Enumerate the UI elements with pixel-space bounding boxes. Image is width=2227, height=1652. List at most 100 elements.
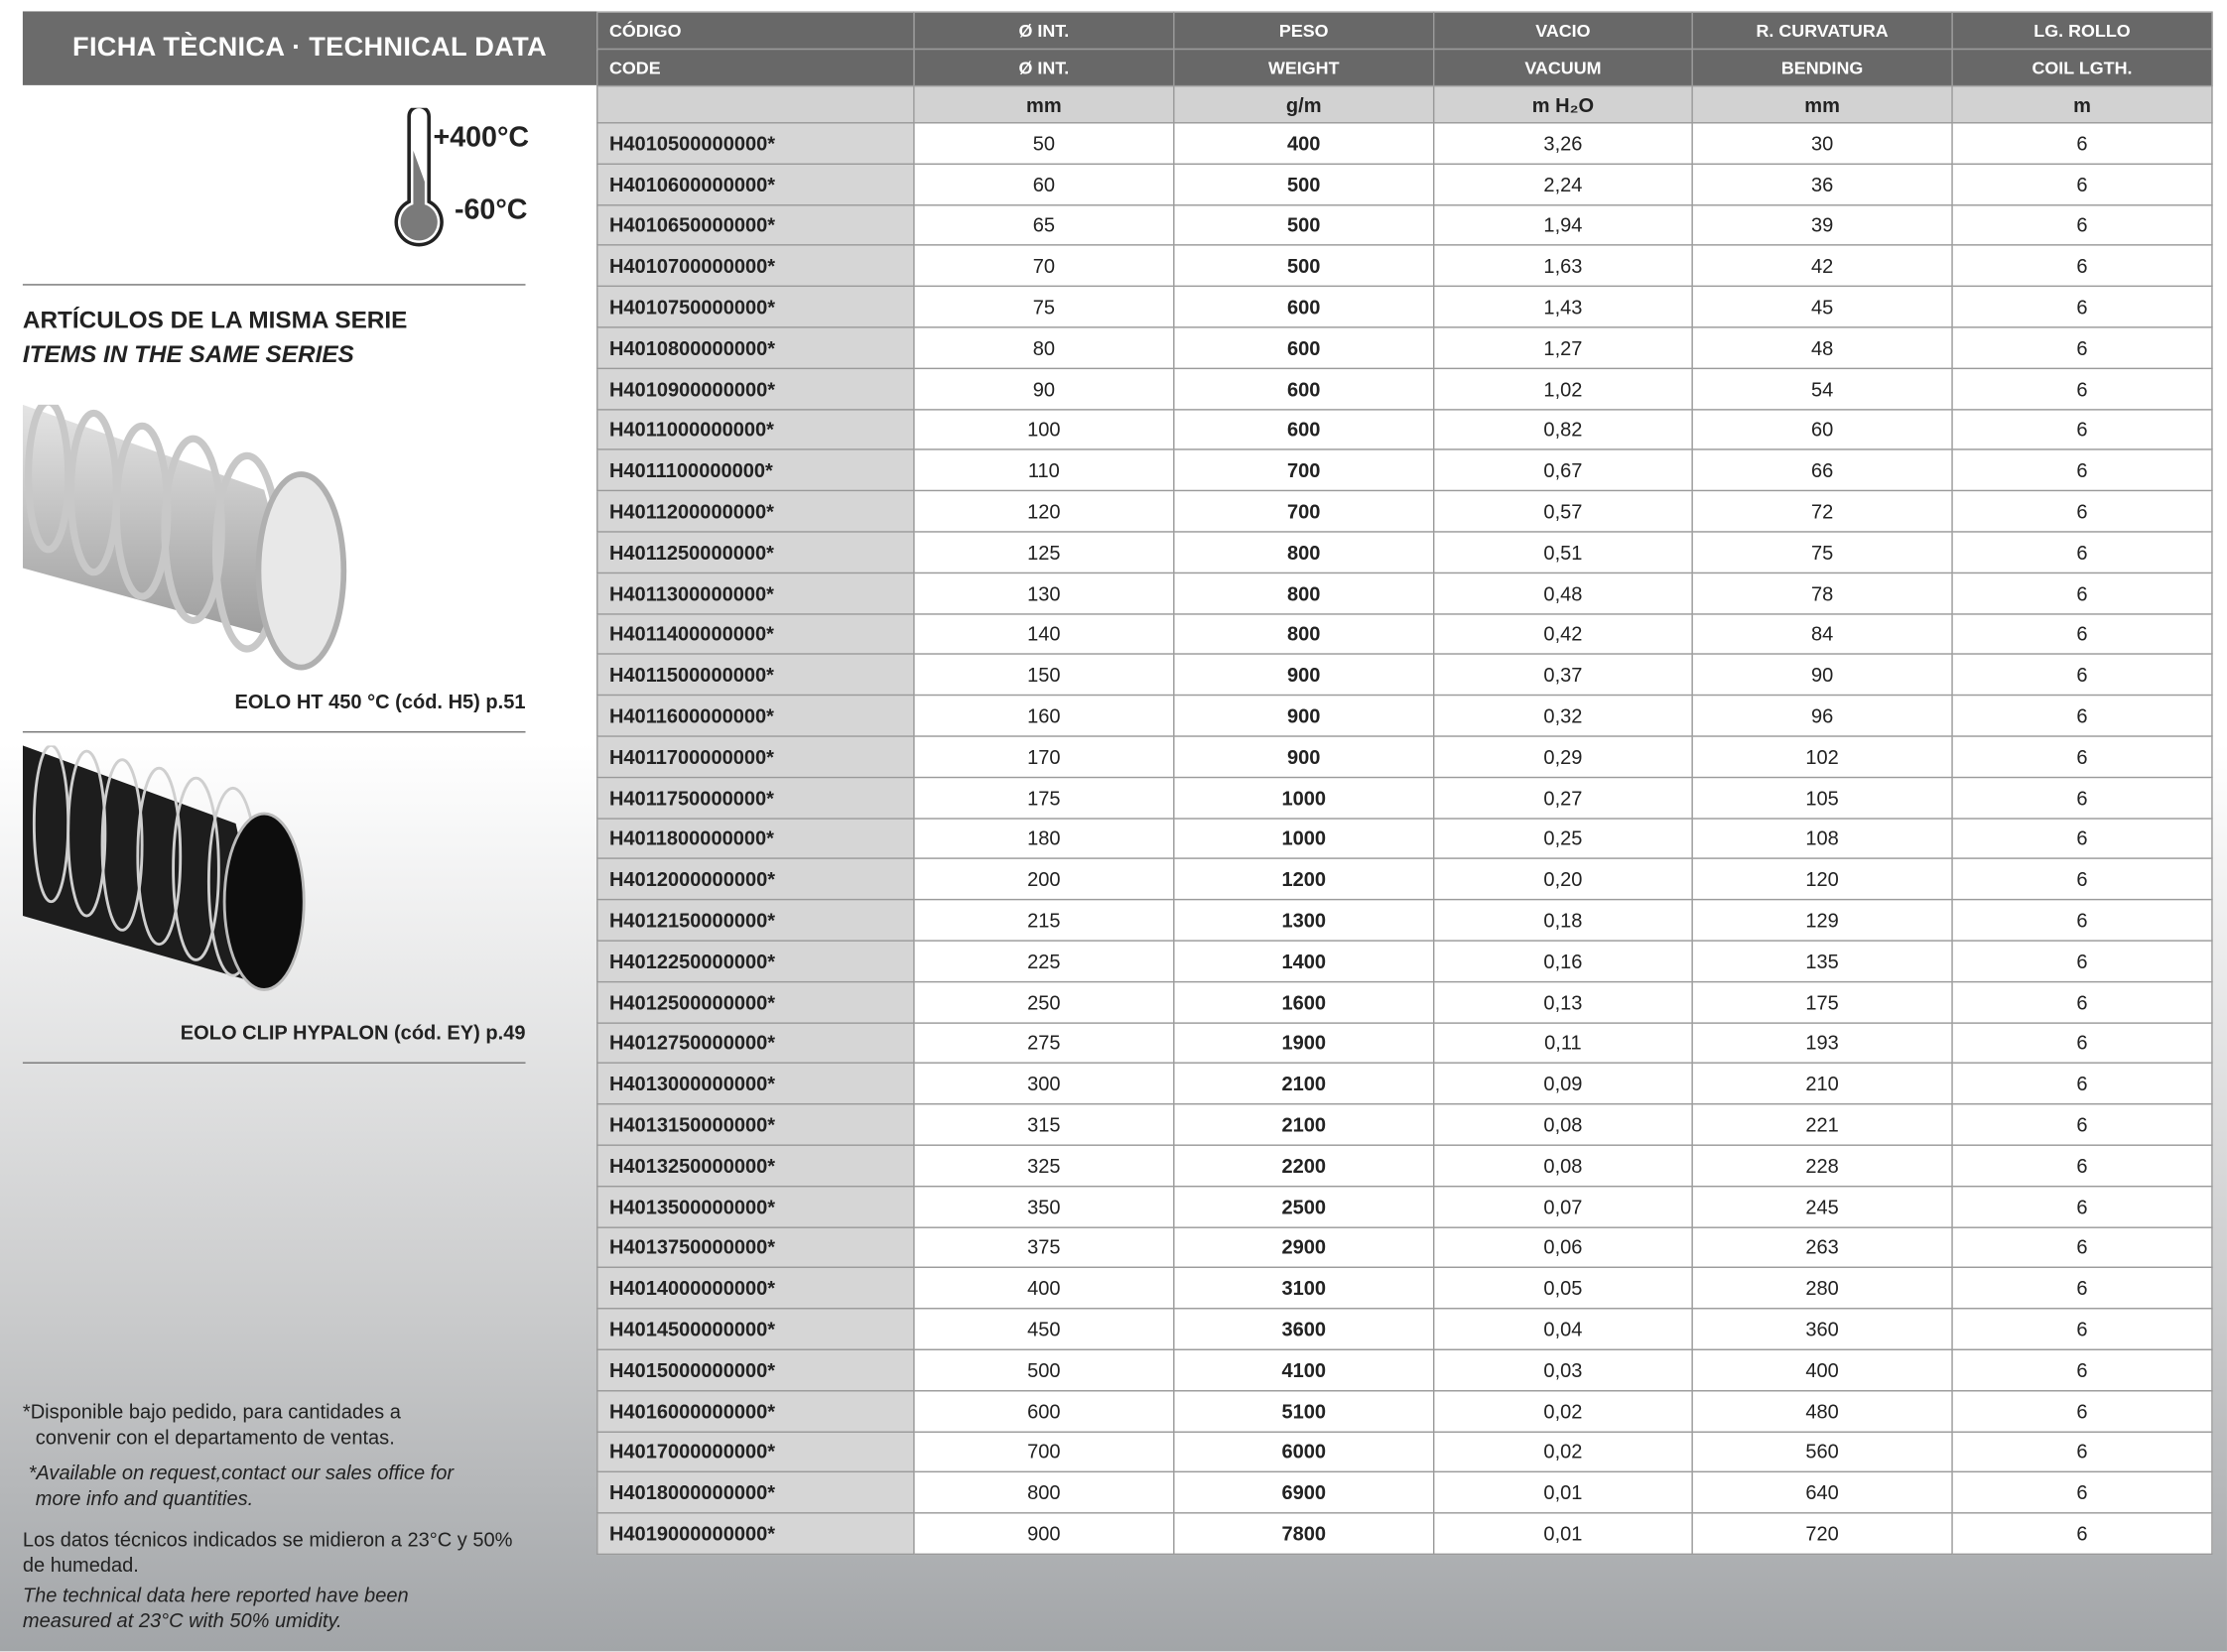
sheet-title: FICHA TÈCNICA · TECHNICAL DATA [22,11,597,85]
note: Los datos técnicos indicados se midieron… [22,1527,513,1577]
product-code: H4013750000000* [596,1225,915,1269]
units-cell [596,84,915,124]
data-row: H4013500000000* 350 2500 0,07 245 6 [596,1185,2213,1228]
product-code: H4013500000000* [596,1185,915,1228]
cell: 0,13 [1432,980,1693,1024]
cell: 600 [1173,367,1435,410]
cell: 450 [913,1308,1175,1350]
cell: 360 [1691,1308,1953,1350]
cell: 215 [913,899,1175,942]
cell: 6 [1951,1185,2213,1228]
product-code: H4011300000000* [596,572,915,615]
cell: 480 [1691,1389,1953,1433]
cell: 6 [1951,244,2213,288]
cell: 193 [1691,1021,1953,1065]
product-code: H4013150000000* [596,1103,915,1146]
product-code: H4012000000000* [596,857,915,901]
cell: 175 [1691,980,1953,1024]
product-code: H4011400000000* [596,612,915,656]
cell: 6 [1951,1144,2213,1187]
cell: 0,20 [1432,857,1693,901]
cell: 6 [1951,612,2213,656]
cell: 130 [913,572,1175,615]
cell: 225 [913,940,1175,982]
cell: 102 [1691,735,1953,778]
product-code: H4011250000000* [596,531,915,573]
cell: 6 [1951,285,2213,328]
data-row: H4010750000000* 75 600 1,43 45 6 [596,285,2213,328]
cell: 39 [1691,203,1953,247]
cell: 2100 [1173,1062,1435,1105]
cell: 110 [913,448,1175,492]
cell: 1600 [1173,980,1435,1024]
note: *Available on request,contact our sales … [28,1461,455,1510]
column-header: CÓDIGO [596,11,915,51]
units-cell: mm [1691,84,1953,124]
cell: 5100 [1173,1389,1435,1433]
cell: 0,37 [1432,653,1693,697]
product-code: H4011200000000* [596,489,915,533]
cell: 4100 [1173,1348,1435,1392]
note: *Disponible bajo pedido, para cantidades… [22,1400,401,1449]
data-row: H4016000000000* 600 5100 0,02 480 6 [596,1389,2213,1433]
data-row: H4012750000000* 275 1900 0,11 193 6 [596,1021,2213,1065]
column-header: BENDING [1691,48,1953,87]
data-row: H4010800000000* 80 600 1,27 48 6 [596,326,2213,369]
cell: 96 [1691,695,1953,737]
cell: 221 [1691,1103,1953,1146]
cell: 0,01 [1432,1471,1693,1514]
cell: 6 [1951,1512,2213,1555]
cell: 6 [1951,735,2213,778]
product-code: H4010500000000* [596,122,915,165]
cell: 2200 [1173,1144,1435,1187]
data-row: H4012000000000* 200 1200 0,20 120 6 [596,857,2213,901]
cell: 6 [1951,489,2213,533]
cell: 0,67 [1432,448,1693,492]
data-row: H4011000000000* 100 600 0,82 60 6 [596,408,2213,451]
product-code: H4014500000000* [596,1308,915,1350]
cell: 1900 [1173,1021,1435,1065]
cell: 600 [1173,408,1435,451]
cell: 700 [913,1430,1175,1473]
cell: 30 [1691,122,1953,165]
cell: 600 [1173,326,1435,369]
product-code: H4011000000000* [596,408,915,451]
cell: 500 [913,1348,1175,1392]
header-row: CÓDIGO Ø INT. PESO VACIO R. CURVATURA LG. ROL… [596,11,2213,51]
cell: 2900 [1173,1225,1435,1269]
cell: 3100 [1173,1266,1435,1310]
cell: 560 [1691,1430,1953,1473]
cell: 800 [1173,612,1435,656]
cell: 3,26 [1432,122,1693,165]
product-code: H4010900000000* [596,367,915,410]
product-image [22,404,347,671]
cell: 6900 [1173,1471,1435,1514]
cell: 0,18 [1432,899,1693,942]
cell: 6 [1951,1471,2213,1514]
cell: 0,48 [1432,572,1693,615]
cell: 0,32 [1432,695,1693,737]
cell: 6 [1951,1430,2213,1473]
divider [22,1062,526,1064]
column-header: WEIGHT [1173,48,1435,87]
cell: 170 [913,735,1175,778]
cell: 0,05 [1432,1266,1693,1310]
cell: 1,94 [1432,203,1693,247]
units-cell: g/m [1173,84,1435,124]
cell: 0,07 [1432,1185,1693,1228]
units-cell: m [1951,84,2213,124]
cell: 45 [1691,285,1953,328]
cell: 0,57 [1432,489,1693,533]
units-cell: mm [913,84,1175,124]
cell: 108 [1691,817,1953,860]
cell: 6 [1951,367,2213,410]
cell: 400 [1173,122,1435,165]
product-code: H4011500000000* [596,653,915,697]
product-code: H4012150000000* [596,899,915,942]
cell: 0,09 [1432,1062,1693,1105]
cell: 6 [1951,1103,2213,1146]
product-code: H4014000000000* [596,1266,915,1310]
cell: 2500 [1173,1185,1435,1228]
cell: 6 [1951,163,2213,205]
data-row: H4010650000000* 65 500 1,94 39 6 [596,203,2213,247]
